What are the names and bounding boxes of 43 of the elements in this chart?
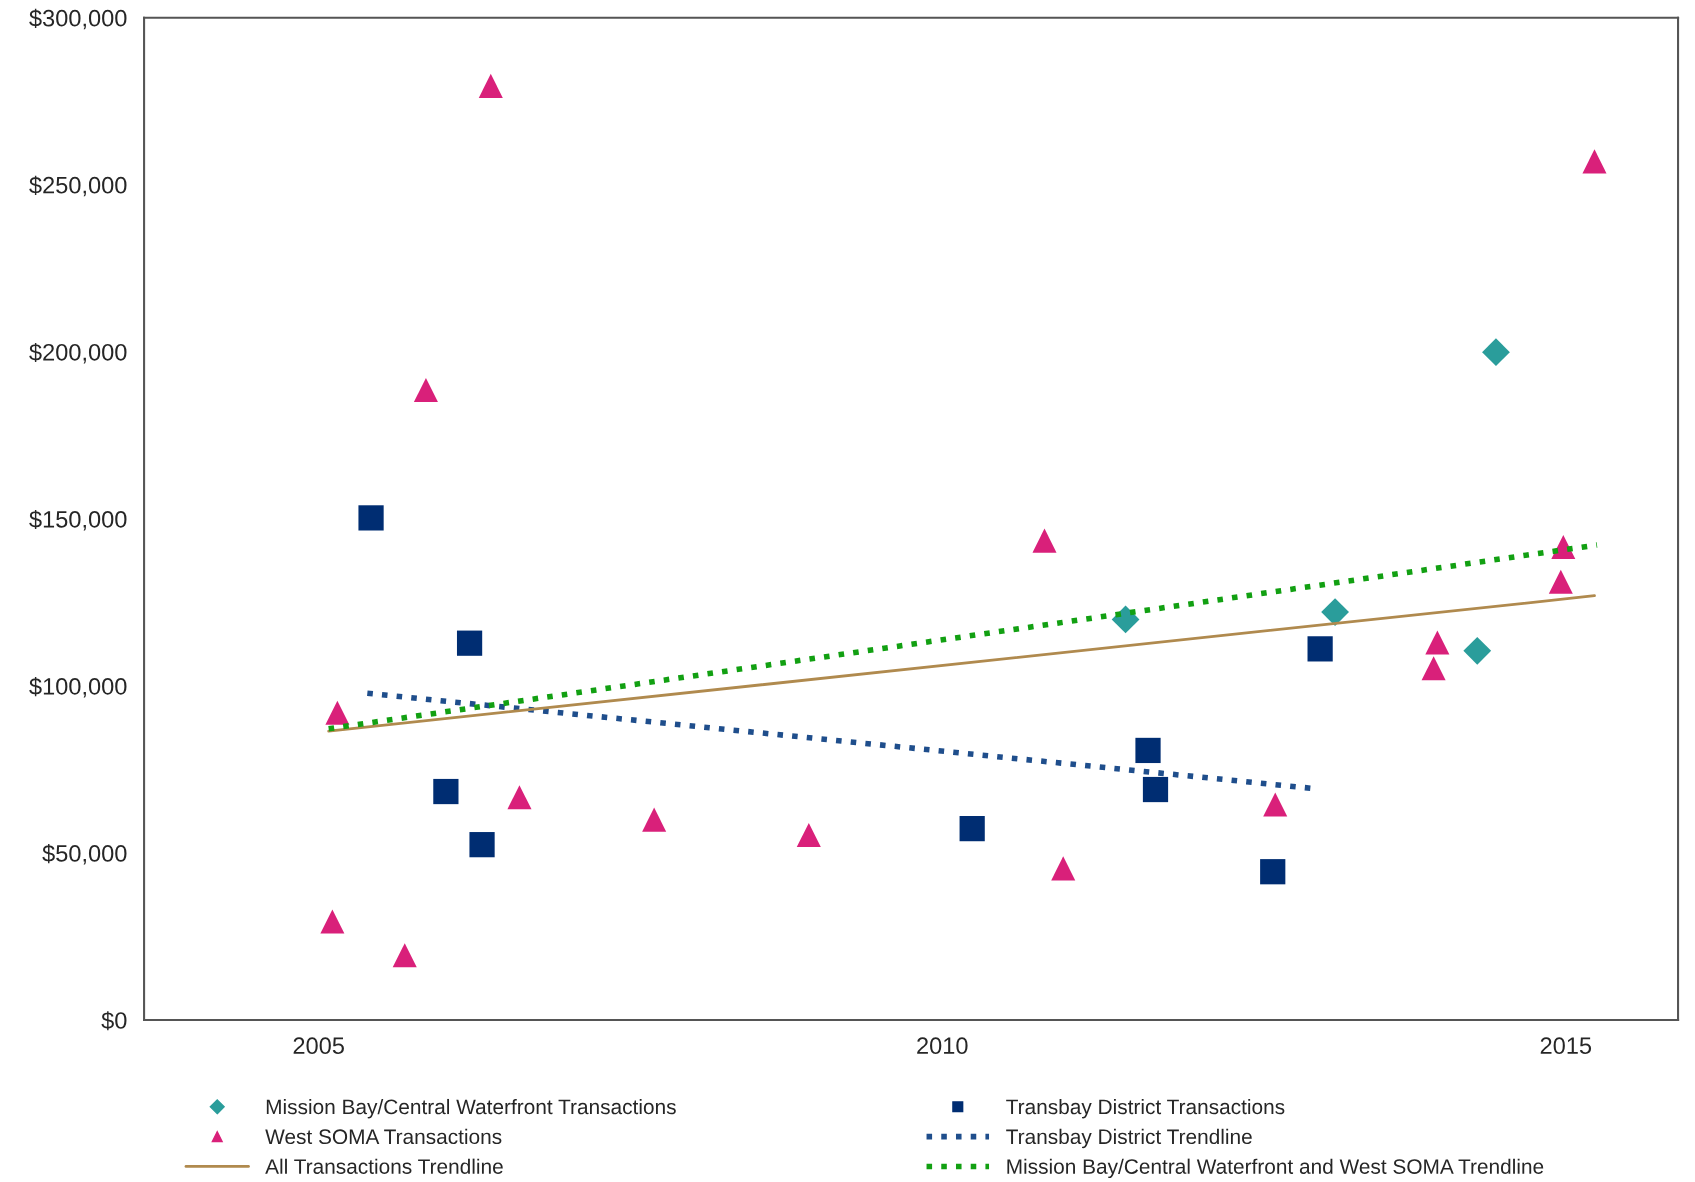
point [1260, 859, 1286, 885]
point [433, 778, 459, 805]
y-tick-label: $200,000 [29, 342, 127, 364]
point [456, 630, 483, 656]
point [478, 73, 503, 98]
point [1135, 737, 1161, 764]
point [1321, 598, 1349, 626]
point [796, 822, 821, 847]
y-tick-label: $250,000 [29, 175, 127, 197]
point [320, 909, 345, 934]
legend-label: Transbay District Trendline [1006, 1128, 1252, 1149]
point [1582, 149, 1607, 174]
point [413, 377, 438, 402]
legend-label: Mission Bay/Central Waterfront and West SOMA Trendline [1007, 1158, 1544, 1179]
y-tick-label: $300,000 [29, 8, 127, 30]
point [1548, 569, 1573, 594]
point [642, 807, 667, 832]
point [1032, 528, 1057, 553]
point [1263, 792, 1288, 817]
y-tick-label: $0 [101, 1011, 127, 1031]
point [392, 943, 417, 968]
point [469, 832, 495, 858]
point [1142, 776, 1169, 803]
point [1425, 630, 1450, 655]
x-tick-label: 2010 [917, 1037, 968, 1055]
point [1307, 636, 1333, 662]
legend-label: Mission Bay/Central Waterfront Transactions [266, 1098, 676, 1119]
point [358, 505, 384, 531]
point [1482, 338, 1510, 367]
point [325, 700, 350, 725]
legend-label: West SOMA Transactions [265, 1128, 502, 1145]
point [507, 785, 532, 810]
point [1421, 656, 1446, 681]
y-tick-label: $150,000 [29, 509, 127, 531]
point [1051, 856, 1076, 881]
legend-label: Transbay District Transactions [1006, 1098, 1285, 1119]
y-tick-label: $100,000 [29, 677, 127, 698]
legend-label: All Transactions Trendline [265, 1158, 503, 1174]
x-tick-label: 2005 [293, 1037, 344, 1055]
point [1463, 636, 1492, 665]
x-tick-label: 2015 [1540, 1037, 1592, 1055]
y-tick-label: $50,000 [42, 844, 127, 865]
point [959, 816, 985, 842]
